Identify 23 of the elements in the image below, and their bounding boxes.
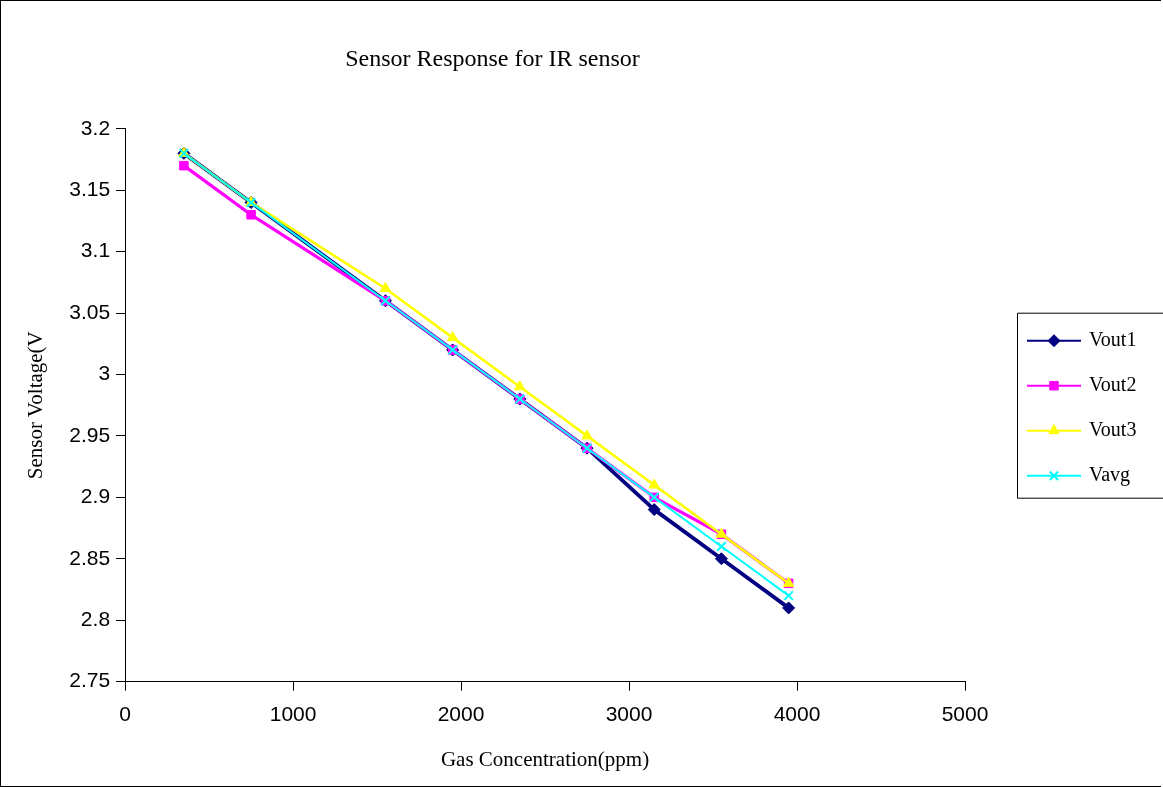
chart-title: Sensor Response for IR sensor — [345, 44, 640, 71]
x-tick-label: 1000 — [269, 702, 317, 725]
y-tick-label: 3.2 — [80, 115, 111, 139]
x-axis-title: Gas Concentration(ppm) — [440, 746, 650, 771]
y-tick-label: 3.05 — [69, 299, 111, 323]
legend-label: Vout1 — [1089, 327, 1137, 350]
legend-label: Vavg — [1089, 462, 1131, 486]
x-tick-label: 3000 — [605, 702, 653, 725]
legend-label: Vout2 — [1089, 372, 1137, 395]
y-tick-label: 2.9 — [80, 484, 111, 508]
y-tick-label: 3 — [98, 361, 111, 385]
y-tick-label: 3.15 — [69, 177, 111, 201]
y-tick-label: 2.75 — [69, 668, 111, 692]
y-tick-label: 2.85 — [69, 545, 111, 569]
x-tick-label: 2000 — [437, 702, 485, 725]
x-tick-label: 4000 — [773, 702, 821, 725]
legend-label: Vout3 — [1089, 417, 1137, 440]
y-axis-title: Sensor Voltage(V — [23, 331, 48, 480]
x-tick-label: 0 — [119, 702, 131, 725]
y-tick-label: 3.1 — [80, 238, 111, 262]
x-tick-label: 5000 — [941, 702, 989, 725]
y-tick-label: 2.8 — [80, 606, 111, 630]
y-tick-label: 2.95 — [69, 422, 111, 446]
